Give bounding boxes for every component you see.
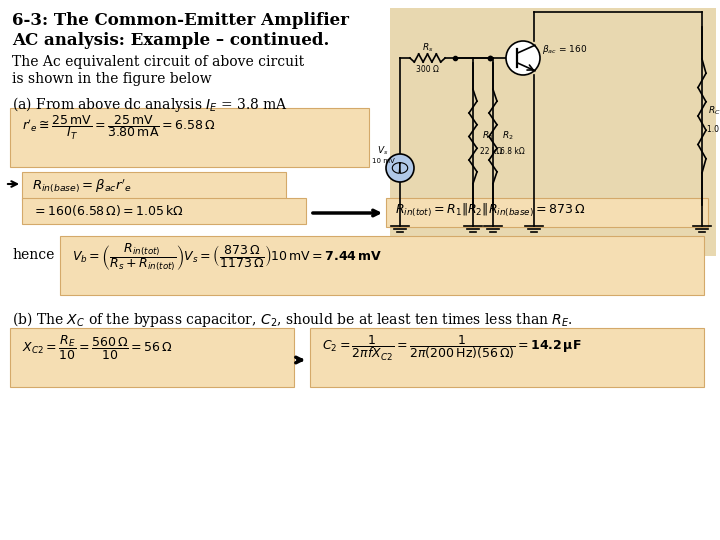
Text: $R_{in(base)} = \beta_{ac}r'_e$: $R_{in(base)} = \beta_{ac}r'_e$ bbox=[32, 177, 132, 195]
Circle shape bbox=[506, 41, 540, 75]
Text: 6.8 kΩ: 6.8 kΩ bbox=[500, 147, 525, 157]
Text: $R_1$: $R_1$ bbox=[482, 130, 494, 142]
Text: The Ac equivalent circuit of above circuit: The Ac equivalent circuit of above circu… bbox=[12, 55, 304, 69]
FancyBboxPatch shape bbox=[22, 172, 286, 200]
Text: $X_{C2} = \dfrac{R_E}{10} = \dfrac{560\,\Omega}{10} = 56\,\Omega$: $X_{C2} = \dfrac{R_E}{10} = \dfrac{560\,… bbox=[22, 334, 173, 362]
Text: $r'_e \cong \dfrac{25\,\mathrm{mV}}{I_{T}} = \dfrac{25\,\mathrm{mV}}{3.80\,\math: $r'_e \cong \dfrac{25\,\mathrm{mV}}{I_{T… bbox=[22, 114, 215, 142]
Circle shape bbox=[386, 154, 414, 182]
Text: is shown in the figure below: is shown in the figure below bbox=[12, 72, 212, 86]
FancyBboxPatch shape bbox=[60, 236, 704, 295]
Text: 1.0 kΩ: 1.0 kΩ bbox=[707, 125, 720, 133]
FancyBboxPatch shape bbox=[22, 198, 306, 224]
Text: (a) From above dc analysis $I_E$ = 3.8 mA: (a) From above dc analysis $I_E$ = 3.8 m… bbox=[12, 95, 288, 114]
Text: $R_s$: $R_s$ bbox=[422, 42, 433, 54]
Text: $V_s$: $V_s$ bbox=[377, 145, 389, 157]
Text: $C_2 = \dfrac{1}{2\pi f X_{C2}} = \dfrac{1}{2\pi(200\,\mathrm{Hz})(56\,\Omega)} : $C_2 = \dfrac{1}{2\pi f X_{C2}} = \dfrac… bbox=[322, 334, 582, 363]
Text: $R_2$: $R_2$ bbox=[502, 130, 513, 142]
FancyBboxPatch shape bbox=[386, 198, 708, 227]
Text: 300 Ω: 300 Ω bbox=[416, 64, 439, 73]
FancyBboxPatch shape bbox=[10, 108, 369, 167]
Text: $= 160(6.58\,\Omega) = 1.05\,\mathrm{k}\Omega$: $= 160(6.58\,\Omega) = 1.05\,\mathrm{k}\… bbox=[32, 203, 184, 218]
Text: hence: hence bbox=[12, 248, 55, 262]
Text: $V_b = \left(\dfrac{R_{in(tot)}}{R_s + R_{in(tot)}}\right)V_s = \left(\dfrac{873: $V_b = \left(\dfrac{R_{in(tot)}}{R_s + R… bbox=[72, 242, 382, 274]
Text: 22 kΩ: 22 kΩ bbox=[480, 147, 503, 157]
FancyBboxPatch shape bbox=[10, 328, 294, 387]
Text: $\beta_{ac}$ = 160: $\beta_{ac}$ = 160 bbox=[542, 43, 588, 56]
Text: 6-3: The Common-Emitter Amplifier: 6-3: The Common-Emitter Amplifier bbox=[12, 12, 349, 29]
Text: $R_{in(tot)} = R_1 \| R_2 \| R_{in(base)} = 873\,\Omega$: $R_{in(tot)} = R_1 \| R_2 \| R_{in(base)… bbox=[395, 202, 585, 219]
Text: $R_C$: $R_C$ bbox=[708, 105, 720, 117]
FancyBboxPatch shape bbox=[310, 328, 704, 387]
Text: (b) The $X_C$ of the bypass capacitor, $C_2$, should be at least ten times less : (b) The $X_C$ of the bypass capacitor, $… bbox=[12, 310, 573, 329]
FancyBboxPatch shape bbox=[390, 8, 716, 256]
Text: AC analysis: Example – continued.: AC analysis: Example – continued. bbox=[12, 32, 329, 49]
Text: 10 mV: 10 mV bbox=[372, 158, 395, 164]
